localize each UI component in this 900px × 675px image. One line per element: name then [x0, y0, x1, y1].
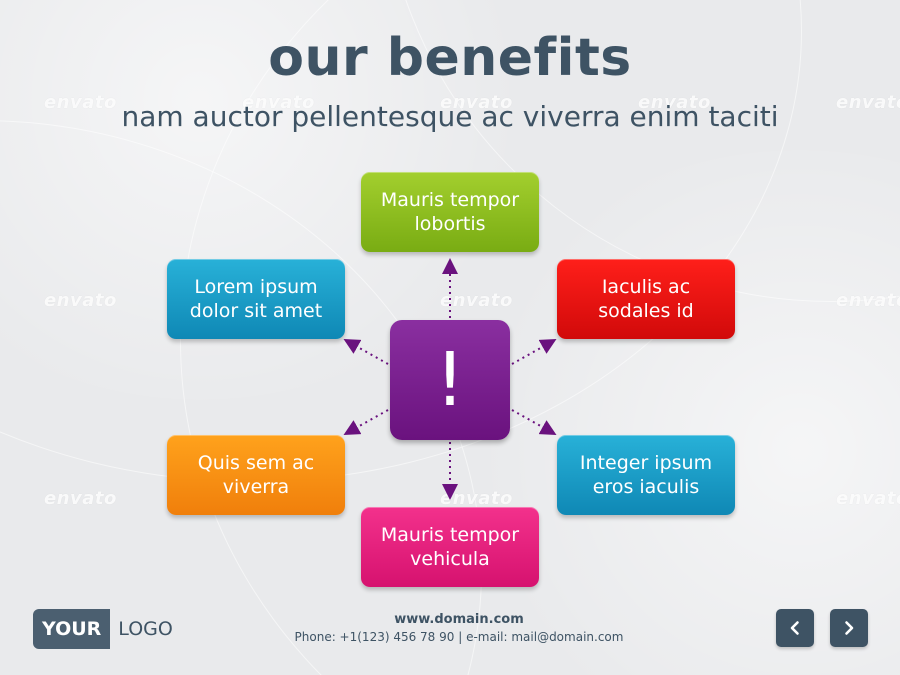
- watermark: envato: [44, 290, 117, 311]
- watermark: envato: [440, 290, 513, 311]
- chevron-right-icon: [845, 621, 854, 635]
- benefit-box-top-right[interactable]: Iaculis ac sodales id: [557, 259, 735, 339]
- logo-your: YOUR: [33, 609, 111, 649]
- benefit-label: Quis sem ac viverra: [197, 452, 315, 498]
- next-slide-button[interactable]: [830, 609, 868, 647]
- prev-slide-button[interactable]: [776, 609, 814, 647]
- benefit-box-top-left[interactable]: Lorem ipsum dolor sit amet: [167, 259, 345, 339]
- watermark: envato: [440, 488, 513, 509]
- benefit-label: Mauris tempor vehicula: [380, 524, 520, 570]
- exclamation-icon: !: [435, 337, 465, 423]
- benefit-label: Lorem ipsum dolor sit amet: [189, 276, 323, 322]
- footer-contact: Phone: +1(123) 456 78 90 | e-mail: mail@…: [294, 630, 624, 644]
- benefit-box-bottom-left[interactable]: Quis sem ac viverra: [167, 435, 345, 515]
- watermark: envato: [836, 92, 900, 113]
- benefit-label: Integer ipsum eros iaculis: [579, 452, 713, 498]
- watermark: envato: [242, 92, 315, 113]
- benefit-label: Iaculis ac sodales id: [598, 276, 694, 322]
- center-exclamation-box: !: [390, 320, 510, 440]
- chevron-left-icon: [790, 621, 799, 635]
- arrow-to-top-right: [511, 339, 557, 365]
- watermark: envato: [44, 488, 117, 509]
- watermark: envato: [638, 92, 711, 113]
- footer-domain[interactable]: www.domain.com: [394, 612, 524, 627]
- page-subtitle: nam auctor pellentesque ac viverra enim …: [121, 100, 779, 133]
- arrow-to-top-left: [343, 339, 389, 365]
- page-title: our benefits: [268, 28, 632, 88]
- benefit-label: Mauris tempor lobortis: [380, 189, 520, 235]
- company-logo: YOUR LOGO: [33, 609, 173, 649]
- benefit-box-bottom[interactable]: Mauris tempor vehicula: [361, 507, 539, 587]
- watermark: envato: [836, 488, 900, 509]
- benefit-box-top[interactable]: Mauris tempor lobortis: [361, 172, 539, 252]
- benefit-box-bottom-right[interactable]: Integer ipsum eros iaculis: [557, 435, 735, 515]
- logo-text: LOGO: [118, 618, 173, 640]
- watermark: envato: [44, 92, 117, 113]
- watermark: envato: [836, 290, 900, 311]
- arrow-to-bottom-right: [511, 409, 557, 435]
- arrow-to-bottom-left: [343, 409, 389, 435]
- watermark: envato: [440, 92, 513, 113]
